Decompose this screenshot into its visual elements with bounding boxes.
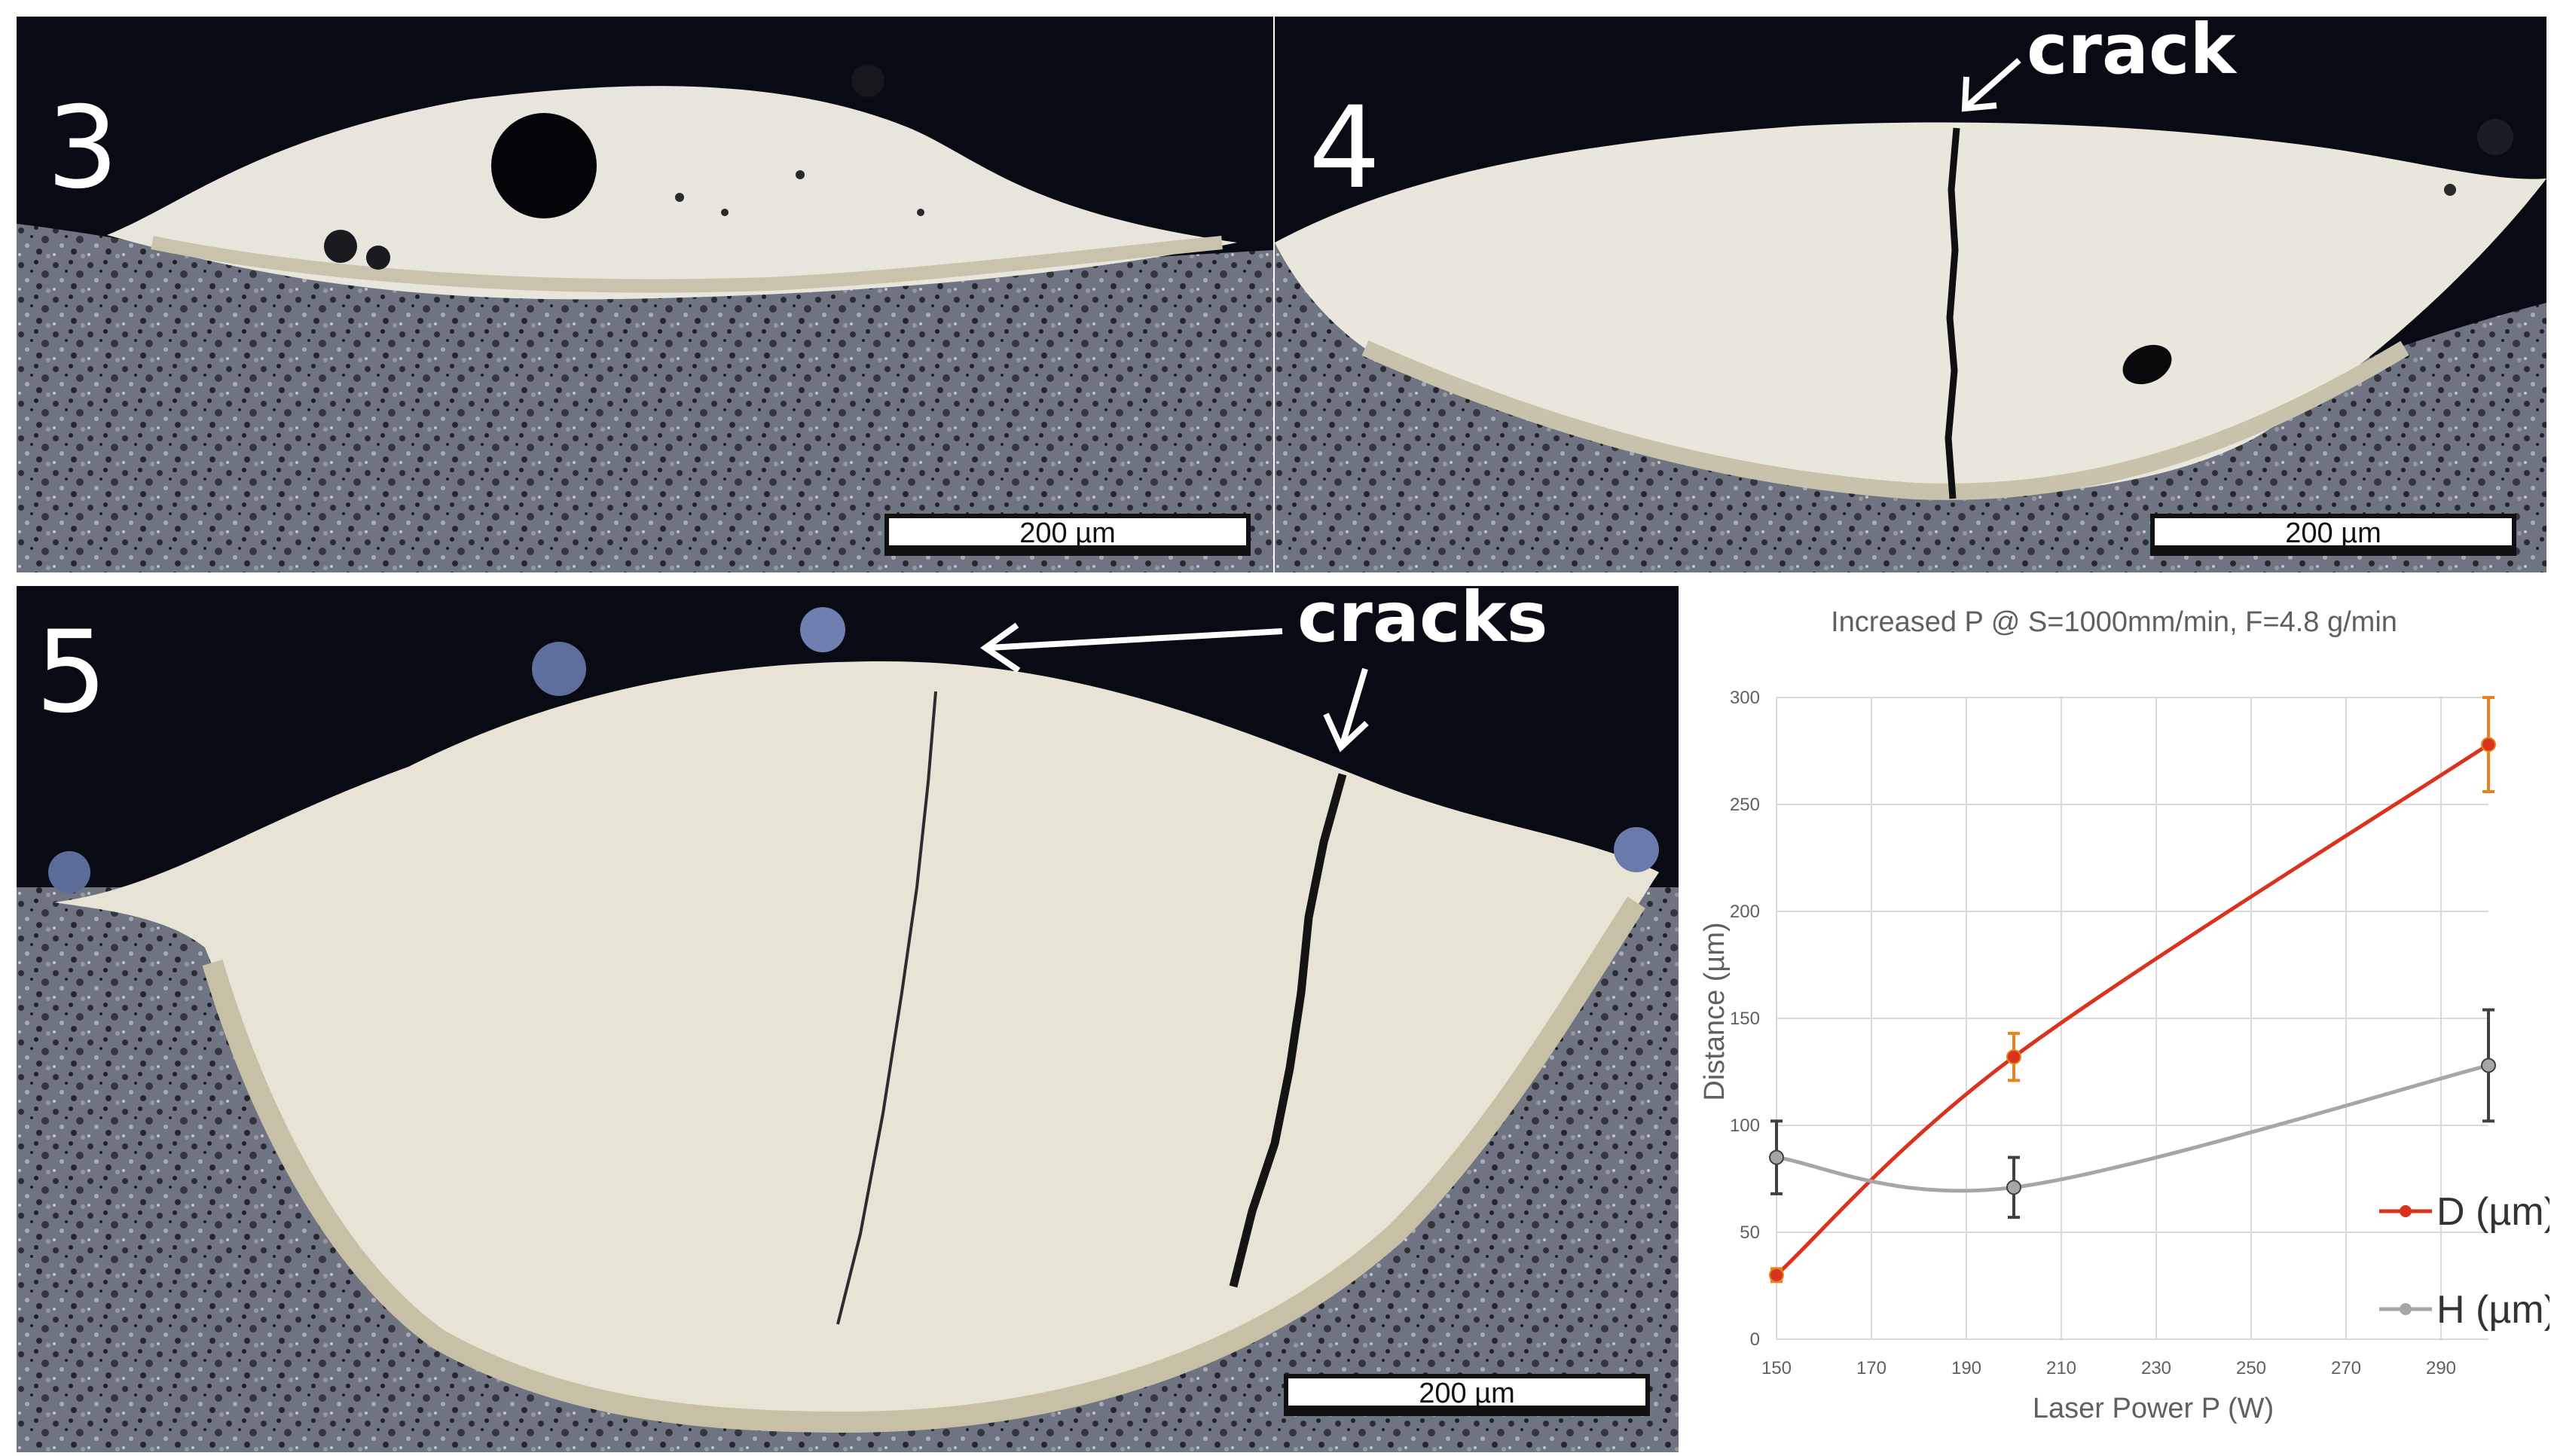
data-point xyxy=(2481,1058,2496,1073)
y-tick-label: 200 xyxy=(1730,902,1760,922)
data-point xyxy=(1769,1267,1784,1283)
chart-xlabel: Laser Power P (W) xyxy=(2033,1393,2274,1424)
scale-bar-label: 200 µm xyxy=(1019,517,1116,549)
legend-marker xyxy=(2400,1205,2412,1217)
micrograph-panel-4: 4 crack 200 µm xyxy=(1275,17,2546,572)
panel-label: 3 xyxy=(47,83,119,214)
chart-legend: D (µm) H (µm) xyxy=(2379,1190,2551,1332)
scale-bar-line xyxy=(2155,545,2512,551)
x-tick-label: 190 xyxy=(1951,1358,1981,1378)
scale-bar-line xyxy=(1288,1406,1645,1412)
panel-label: 4 xyxy=(1309,83,1381,214)
legend-label: H (µm) xyxy=(2436,1288,2549,1332)
y-tick-label: 50 xyxy=(1740,1222,1760,1243)
scale-bar-label: 200 µm xyxy=(2285,517,2381,549)
cracks-annotation-label: cracks xyxy=(1297,586,1548,658)
chart-series xyxy=(1769,696,2496,1284)
data-point xyxy=(1769,1149,1784,1165)
x-tick-label: 210 xyxy=(2046,1358,2076,1378)
x-tick-label: 230 xyxy=(2141,1358,2171,1378)
micrograph-4-image xyxy=(1275,17,2546,572)
legend-marker xyxy=(2400,1303,2412,1315)
scale-bar: 200 µm xyxy=(2150,514,2516,556)
series-line-d xyxy=(1775,743,2490,1277)
y-tick-label: 100 xyxy=(1730,1116,1760,1136)
chart-ticks: 0 50 100 150 200 250 300 150 170 190 210 230 250 270 2… xyxy=(1730,688,2456,1378)
x-tick-label: 250 xyxy=(2236,1358,2266,1378)
chart-ylabel: Distance (µm) xyxy=(1699,922,1731,1100)
x-tick-label: 170 xyxy=(1856,1358,1887,1378)
micrograph-panel-5: 5 cracks 200 µm xyxy=(17,586,1679,1452)
y-tick-label: 300 xyxy=(1730,688,1760,708)
chart-title: Increased P @ S=1000mm/min, F=4.8 g/min xyxy=(1831,606,2397,638)
scale-bar: 200 µm xyxy=(1284,1374,1650,1416)
scale-bar-label: 200 µm xyxy=(1419,1378,1515,1409)
x-tick-label: 290 xyxy=(2426,1358,2456,1378)
y-tick-label: 250 xyxy=(1730,795,1760,815)
y-tick-label: 0 xyxy=(1750,1329,1760,1350)
scale-bar-line xyxy=(889,545,1246,551)
micrograph-3-image xyxy=(17,17,1273,572)
micrograph-5-image xyxy=(17,586,1679,1452)
x-tick-label: 270 xyxy=(2331,1358,2361,1378)
series-line-h xyxy=(1776,1064,2489,1193)
panel-label: 5 xyxy=(35,607,108,738)
legend-label: D (µm) xyxy=(2436,1190,2549,1234)
distance-vs-power-chart: Increased P @ S=1000mm/min, F=4.8 g/min … xyxy=(1679,586,2551,1452)
data-point xyxy=(2006,1049,2021,1065)
scale-bar: 200 µm xyxy=(884,514,1251,556)
x-tick-label: 150 xyxy=(1761,1358,1792,1378)
micrograph-panel-3: 3 200 µm xyxy=(17,17,1273,572)
data-point xyxy=(2481,737,2496,752)
data-point xyxy=(2006,1180,2021,1195)
y-tick-label: 150 xyxy=(1730,1009,1760,1029)
crack-annotation-label: crack xyxy=(2027,17,2236,90)
chart-svg: Increased P @ S=1000mm/min, F=4.8 g/min … xyxy=(1699,606,2551,1424)
chart-grid xyxy=(1776,697,2488,1340)
